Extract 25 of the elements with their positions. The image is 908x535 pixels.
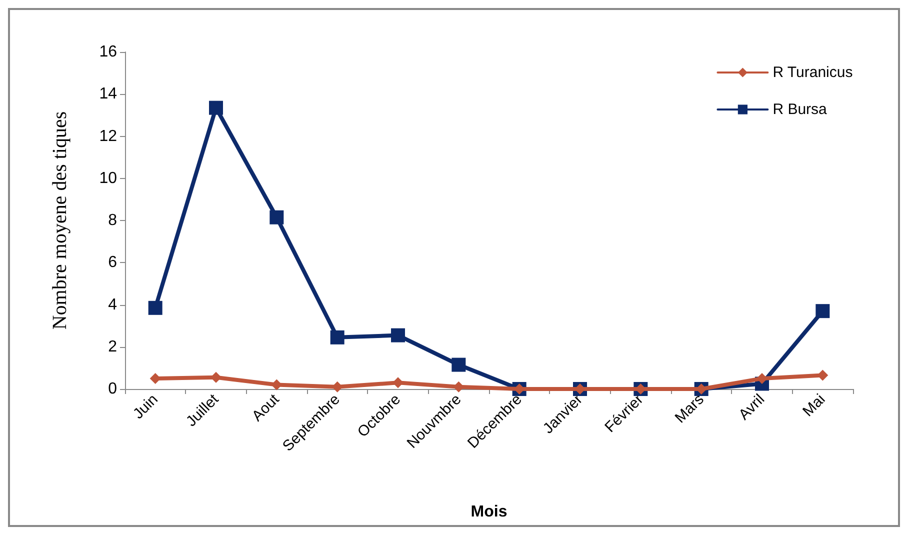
y-tick-label: 4 [108, 296, 118, 314]
point [210, 372, 222, 383]
x-axis-title: Mois [470, 504, 508, 520]
point [392, 377, 404, 388]
y-tick-label: 6 [108, 254, 118, 272]
x-tick-label: Mai [800, 390, 829, 420]
y-tick-label: 16 [99, 44, 118, 60]
x-tick-label: Juin [130, 390, 162, 422]
point [452, 358, 466, 372]
y-tick-label: 10 [99, 170, 118, 187]
legend-label: R Bursa [772, 101, 828, 118]
point [270, 210, 284, 224]
y-axis-title: Nombre moyene des tiques [49, 111, 71, 330]
point [148, 300, 162, 315]
y-tick-label: 14 [99, 86, 118, 103]
y-tick-label: 8 [108, 212, 118, 229]
point [209, 100, 223, 115]
point [816, 304, 830, 318]
legend-label: R Turanicus [772, 64, 853, 81]
point [330, 330, 344, 344]
point [756, 372, 768, 384]
y-tick-label: 2 [108, 338, 118, 356]
y-tick-label: 12 [99, 128, 118, 145]
y-tick-label: 0 [108, 380, 118, 398]
point [391, 328, 405, 342]
